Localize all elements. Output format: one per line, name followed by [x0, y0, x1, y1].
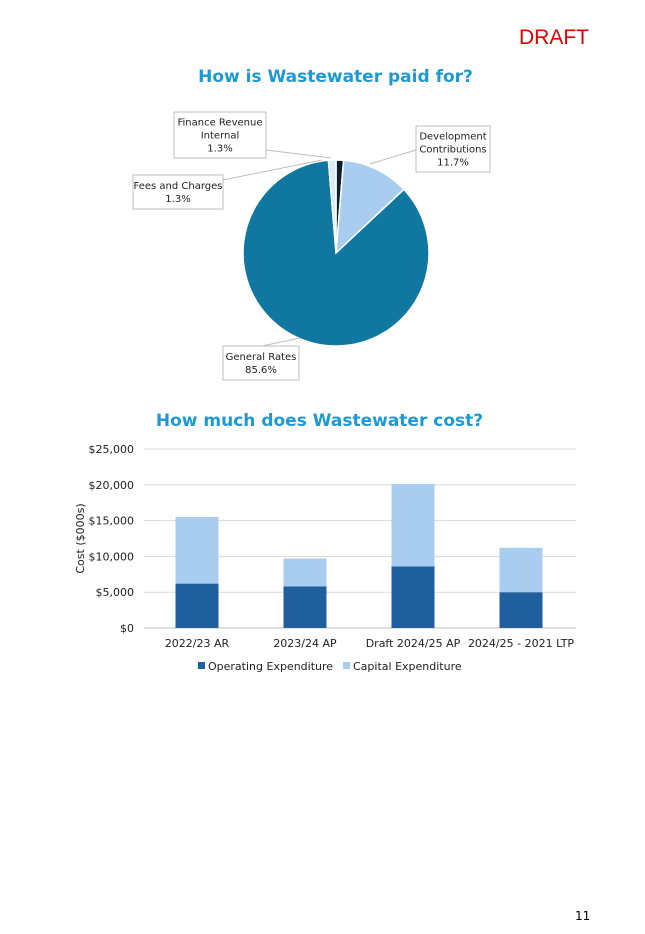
- pie-category-label-development-contributions: Development: [419, 132, 486, 143]
- pie-label-box-fees-and-charges: [132, 174, 224, 210]
- bar-operating-expenditure: [283, 586, 327, 628]
- pie-category-label-fees-and-charges: Fees and Charges: [134, 181, 223, 192]
- pie-category-label-development-contributions: Contributions: [419, 145, 486, 156]
- bar-operating-expenditure: [175, 583, 219, 628]
- pie-slice-development-contributions: [335, 159, 405, 255]
- pie-category-label-finance-revenue-internal: Internal: [201, 131, 240, 142]
- bar-capital-expenditure: [283, 558, 327, 587]
- pie-chart: Finance Revenue Internal 1.3% Development Co…: [132, 111, 491, 381]
- x-tick-label: Draft 2024/25 AP: [366, 637, 461, 650]
- x-tick-label: 2023/24 AP: [273, 637, 337, 650]
- pie-value-label-fees-and-charges: 1.3%: [165, 194, 190, 205]
- pie-label-box-development-contributions: [415, 125, 491, 173]
- pie-chart-title: How is Wastewater paid for?: [198, 67, 473, 87]
- legend-swatch-capital-expenditure: [343, 662, 350, 669]
- y-tick-label: $15,000: [89, 515, 135, 528]
- legend-swatch-operating-expenditure: [198, 662, 205, 669]
- pie-slice-general-rates: [242, 159, 430, 347]
- x-tick-label: 2022/23 AR: [165, 637, 230, 650]
- pie-label-box-general-rates: [222, 345, 300, 381]
- y-axis-label: Cost ($000s): [74, 503, 87, 573]
- bar-capital-expenditure: [391, 484, 435, 567]
- pie-category-label-general-rates: General Rates: [226, 352, 297, 363]
- bar-operating-expenditure: [391, 566, 435, 628]
- page-number: 11: [575, 909, 591, 923]
- bar-capital-expenditure: [175, 517, 219, 584]
- x-tick-label: 2024/25 - 2021 LTP: [468, 637, 574, 650]
- draft-watermark: DRAFT: [519, 26, 589, 49]
- pie-leader-line-development-contributions: [369, 149, 417, 165]
- legend-label-operating-expenditure: Operating Expenditure: [208, 660, 333, 673]
- y-tick-label: $10,000: [89, 550, 135, 563]
- y-tick-label: $20,000: [89, 479, 135, 492]
- legend-label-capital-expenditure: Capital Expenditure: [353, 660, 462, 673]
- pie-label-box-finance-revenue-internal: [173, 111, 267, 159]
- y-tick-label: $5,000: [96, 586, 135, 599]
- pie-slice-fees-and-charges: [327, 159, 337, 254]
- bar-chart-title: How much does Wastewater cost?: [155, 411, 484, 431]
- pie-category-label-finance-revenue-internal: Finance Revenue: [178, 118, 263, 129]
- pie-leader-line-finance-revenue-internal: [265, 149, 332, 159]
- y-tick-label: $0: [120, 622, 134, 635]
- pie-leader-line-general-rates: [261, 337, 301, 347]
- pie-value-label-finance-revenue-internal: 1.3%: [207, 144, 232, 155]
- bar-operating-expenditure: [499, 592, 543, 628]
- y-tick-label: $25,000: [89, 443, 135, 456]
- pie-value-label-development-contributions: 11.7%: [437, 158, 469, 169]
- bar-capital-expenditure: [499, 547, 543, 593]
- pie-leader-line-fees-and-charges: [222, 159, 323, 181]
- pie-value-label-general-rates: 85.6%: [245, 365, 277, 376]
